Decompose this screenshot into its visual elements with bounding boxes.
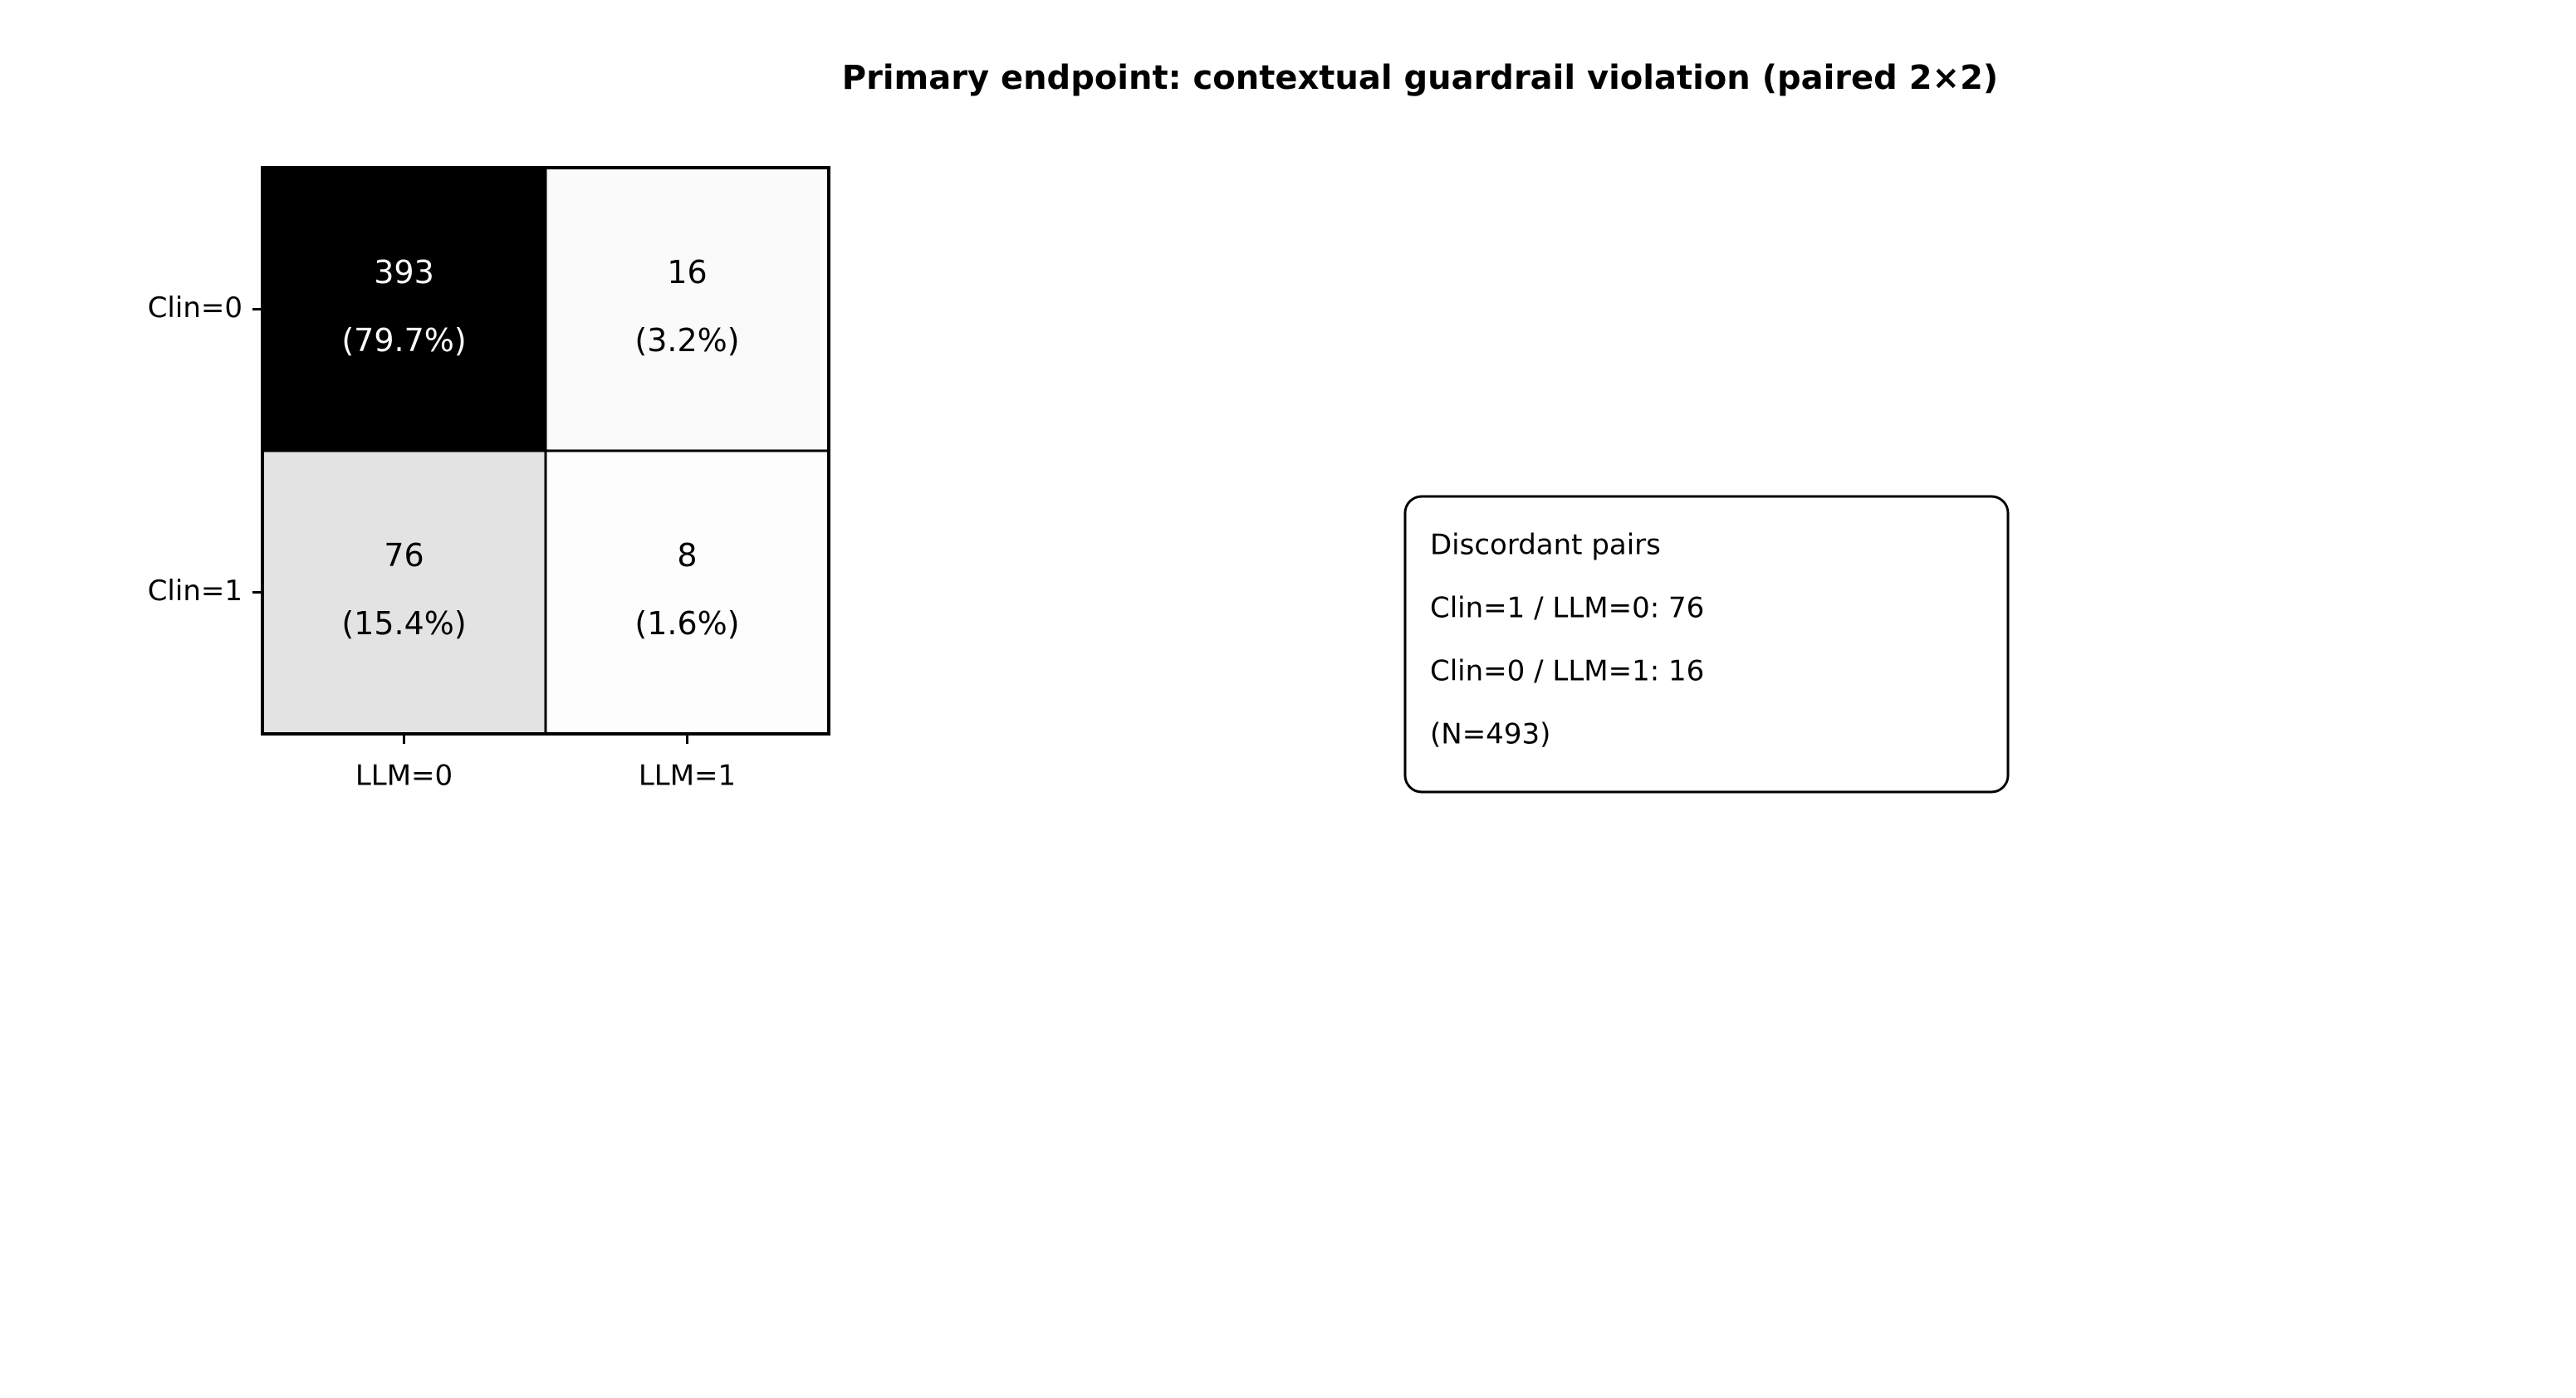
cell-value: 8 xyxy=(677,537,697,574)
annotation-line: (N=493) xyxy=(1430,718,1550,751)
y-tick-label: Clin=1 xyxy=(148,574,242,608)
x-tick-label: LLM=0 xyxy=(355,760,453,793)
cell-share: (1.6%) xyxy=(634,605,739,642)
x-tick-label: LLM=1 xyxy=(639,760,736,793)
heatmap-cell xyxy=(544,166,830,452)
axes-frame xyxy=(261,166,830,736)
heatmap-cell xyxy=(544,449,830,736)
cell-share: (3.2%) xyxy=(634,322,739,359)
heatmap-cell xyxy=(261,166,547,452)
y-tick-label: Clin=0 xyxy=(148,291,242,325)
annotation-line: Clin=1 / LLM=0: 76 xyxy=(1430,592,1704,625)
cell-value: 16 xyxy=(667,254,707,291)
cell-share: (15.4%) xyxy=(341,605,466,642)
heatmap-cell xyxy=(261,449,547,736)
annotation-line: Clin=0 / LLM=1: 16 xyxy=(1430,655,1704,688)
cell-value: 76 xyxy=(384,537,424,574)
cell-share: (79.7%) xyxy=(341,322,466,359)
annotation-box xyxy=(1403,495,2010,794)
annotation-line: Discordant pairs xyxy=(1430,529,1661,562)
cell-value: 393 xyxy=(374,254,434,291)
chart-title: Primary endpoint: contextual guardrail v… xyxy=(842,59,1998,97)
